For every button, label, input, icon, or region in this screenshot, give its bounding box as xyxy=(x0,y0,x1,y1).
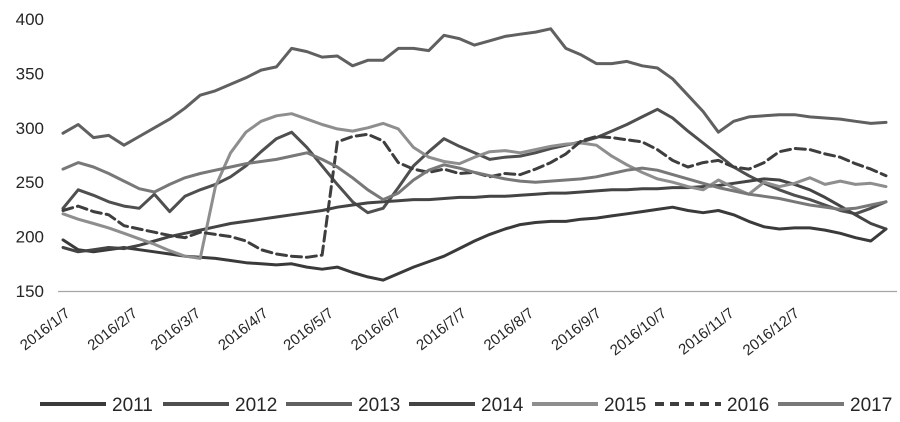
legend-label-2016: 2016 xyxy=(727,395,769,416)
x-axis-tick-label: 2016/12/7 xyxy=(740,305,803,359)
x-axis-tick-label: 2016/7/7 xyxy=(413,305,469,354)
series-line-2014 xyxy=(61,177,888,254)
y-axis-tick-label: 200 xyxy=(16,228,44,247)
y-axis-tick-label: 350 xyxy=(16,64,44,83)
y-axis-tick-label: 400 xyxy=(16,10,44,29)
x-axis-tick-label: 2016/5/7 xyxy=(280,305,336,354)
x-axis-tick-label: 2016/3/7 xyxy=(148,305,204,354)
y-axis-tick-label: 300 xyxy=(16,119,44,138)
y-axis-tick-label: 150 xyxy=(16,282,44,301)
legend-label-2012: 2012 xyxy=(235,395,277,416)
x-axis-tick-label: 2016/8/7 xyxy=(481,305,537,354)
x-axis-tick-label: 2016/6/7 xyxy=(348,305,404,354)
x-axis-tick-label: 2016/4/7 xyxy=(215,305,271,354)
x-axis-tick-label: 2016/11/7 xyxy=(675,305,737,359)
x-axis-tick-label: 2016/10/7 xyxy=(607,305,670,359)
legend-label-2017: 2017 xyxy=(850,395,892,416)
x-axis-tick-label: 2016/2/7 xyxy=(84,305,140,354)
series-line-2011 xyxy=(61,205,888,282)
series-line-2012 xyxy=(61,107,888,216)
legend-label-2011: 2011 xyxy=(112,395,153,416)
legend-label-2014: 2014 xyxy=(481,395,524,416)
series-line-2017 xyxy=(61,151,888,211)
x-axis-tick-label: 2016/1/7 xyxy=(17,305,73,354)
legend-label-2015: 2015 xyxy=(604,395,646,416)
legend-label-2013: 2013 xyxy=(358,395,400,416)
y-axis-tick-label: 250 xyxy=(16,173,44,192)
series-line-2013 xyxy=(61,27,888,147)
x-axis-tick-label: 2016/9/7 xyxy=(548,305,604,354)
